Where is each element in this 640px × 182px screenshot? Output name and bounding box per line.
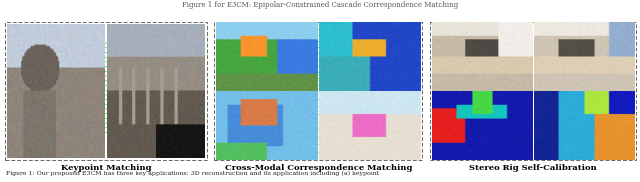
Text: RGB Image B: RGB Image B — [129, 24, 175, 32]
Text: Uncalibrated Stereo
Matching Result: Uncalibrated Stereo Matching Result — [448, 92, 516, 109]
Bar — [214, 22, 422, 160]
Bar — [5, 22, 207, 160]
Text: RGB Image: RGB Image — [248, 92, 286, 100]
Text: Figure 1 for E3CM: Epipolar-Constrained Cascade Correspondence Matching: Figure 1 for E3CM: Epipolar-Constrained … — [182, 1, 458, 9]
Text: Target RGB Image: Target RGB Image — [554, 24, 616, 32]
Text: Cross-Modal Correspondence Matching: Cross-Modal Correspondence Matching — [225, 164, 412, 172]
Text: Disparity Image: Disparity Image — [344, 24, 398, 32]
Text: Keypoint Matching: Keypoint Matching — [61, 164, 151, 172]
Bar — [430, 22, 636, 160]
Text: Self-Calibrated Stereo
Matching Result: Self-Calibrated Stereo Matching Result — [548, 92, 623, 109]
Text: Stereo Rig Self-Calibration: Stereo Rig Self-Calibration — [469, 164, 597, 172]
Text: RGB Image: RGB Image — [248, 24, 286, 32]
Text: Figure 1: Our proposed E3CM has three key applications: 3D reconstruction and it: Figure 1: Our proposed E3CM has three ke… — [6, 171, 380, 176]
Text: Optical Flow Image: Optical Flow Image — [338, 92, 404, 100]
Text: Reference RGB Image: Reference RGB Image — [444, 24, 520, 32]
Text: RGB Image A: RGB Image A — [19, 24, 64, 32]
